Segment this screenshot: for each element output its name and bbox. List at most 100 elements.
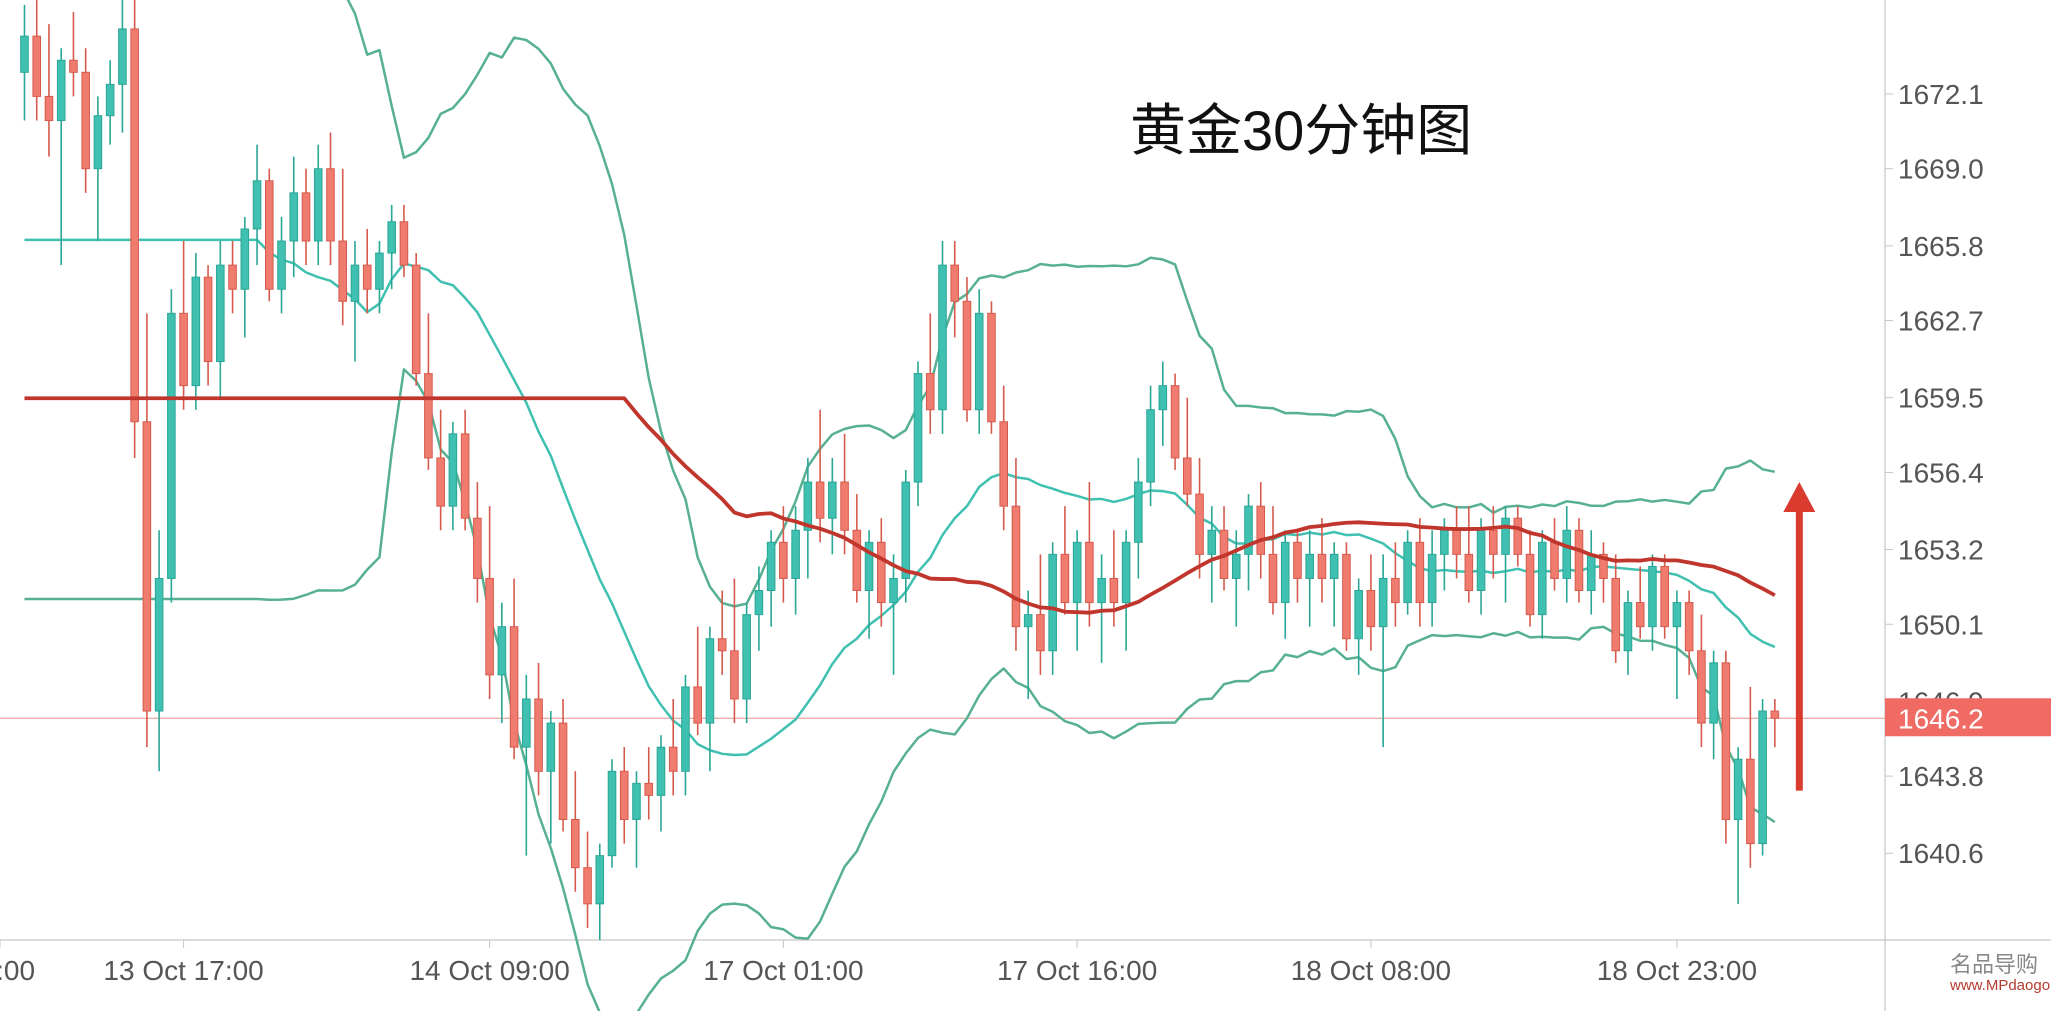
- candle: [1281, 542, 1289, 602]
- candle: [902, 482, 910, 578]
- candle: [1759, 711, 1767, 844]
- candle: [1587, 554, 1595, 590]
- candle: [21, 36, 29, 72]
- candle: [951, 265, 959, 301]
- candle: [792, 530, 800, 578]
- candle: [278, 241, 286, 289]
- candle: [584, 868, 592, 904]
- candle: [82, 72, 90, 168]
- candle: [829, 482, 837, 518]
- candle: [1318, 554, 1326, 578]
- chart-container: 1640.61643.81646.91650.11653.21656.41659…: [0, 0, 2051, 1011]
- candle: [559, 723, 567, 819]
- candle: [1649, 566, 1657, 626]
- candle: [70, 60, 78, 72]
- candle: [1428, 554, 1436, 602]
- candle: [1147, 410, 1155, 482]
- candle: [523, 699, 531, 747]
- yaxis-label: 1650.1: [1898, 609, 1984, 640]
- candle: [180, 313, 188, 385]
- candle: [363, 265, 371, 289]
- candle: [204, 277, 212, 361]
- candlestick-chart[interactable]: 1640.61643.81646.91650.11653.21656.41659…: [0, 0, 2051, 1011]
- candle: [510, 627, 518, 748]
- candle: [1196, 494, 1204, 554]
- candle: [1465, 554, 1473, 590]
- candle: [963, 301, 971, 409]
- candle: [1171, 386, 1179, 458]
- candle: [657, 747, 665, 795]
- candle: [155, 578, 163, 711]
- candle: [314, 169, 322, 241]
- candle: [1024, 615, 1032, 627]
- candle: [694, 687, 702, 723]
- yaxis-label: 1643.8: [1898, 761, 1984, 792]
- candle: [388, 222, 396, 253]
- xaxis-label: 17 Oct 16:00: [997, 955, 1157, 986]
- candle: [1232, 554, 1240, 578]
- candle: [498, 627, 506, 675]
- candle: [486, 578, 494, 674]
- watermark-url: www.MPdaogou.com: [1949, 977, 2051, 994]
- candle: [767, 542, 775, 590]
- candle: [449, 434, 457, 506]
- candle: [1441, 530, 1449, 554]
- candle: [45, 96, 53, 120]
- candle: [290, 193, 298, 241]
- candle: [926, 374, 934, 410]
- candle: [608, 771, 616, 855]
- candle: [1122, 542, 1130, 602]
- candle: [1502, 518, 1510, 554]
- candle: [253, 181, 261, 229]
- candle: [1514, 518, 1522, 554]
- candle: [302, 193, 310, 241]
- xaxis-label: 13 Oct 17:00: [103, 955, 263, 986]
- candle: [351, 265, 359, 301]
- candle: [1049, 554, 1057, 650]
- candle: [1159, 386, 1167, 410]
- candle: [229, 265, 237, 289]
- candle: [57, 60, 65, 120]
- candle: [400, 222, 408, 265]
- candle: [1551, 542, 1559, 578]
- candle: [131, 29, 139, 422]
- candle: [1110, 578, 1118, 602]
- xaxis-label: 18 Oct 23:00: [1597, 955, 1757, 986]
- candle: [1000, 422, 1008, 506]
- yaxis-label: 1653.2: [1898, 535, 1984, 566]
- candle: [620, 771, 628, 819]
- candle: [1367, 591, 1375, 627]
- candle: [1624, 603, 1632, 651]
- candle: [633, 783, 641, 819]
- candle: [669, 747, 677, 771]
- candle: [682, 687, 690, 771]
- candle: [119, 29, 127, 84]
- candle: [1490, 530, 1498, 554]
- candle: [1698, 651, 1706, 723]
- xaxis-label: 17 Oct 01:00: [703, 955, 863, 986]
- candle: [437, 458, 445, 506]
- price-badge-label: 1646.2: [1898, 703, 1984, 734]
- chart-title: 黄金30分钟图: [1130, 99, 1472, 162]
- candle: [841, 482, 849, 530]
- candle: [1135, 482, 1143, 542]
- candle: [265, 181, 273, 289]
- yaxis-label: 1672.1: [1898, 79, 1984, 110]
- candle: [1379, 578, 1387, 626]
- yaxis-label: 1665.8: [1898, 231, 1984, 262]
- candle: [535, 699, 543, 771]
- candle: [1257, 506, 1265, 554]
- candle: [33, 36, 41, 96]
- yaxis-label: 1656.4: [1898, 457, 1984, 488]
- candle: [241, 229, 249, 289]
- candle: [878, 542, 886, 602]
- watermark: 名品导购: [1950, 952, 2038, 977]
- candle: [1416, 542, 1424, 602]
- candle: [1526, 554, 1534, 614]
- candle: [1294, 542, 1302, 578]
- candle: [706, 639, 714, 723]
- candle: [1722, 663, 1730, 820]
- candle: [474, 518, 482, 578]
- candle: [106, 84, 114, 115]
- candle: [645, 783, 653, 795]
